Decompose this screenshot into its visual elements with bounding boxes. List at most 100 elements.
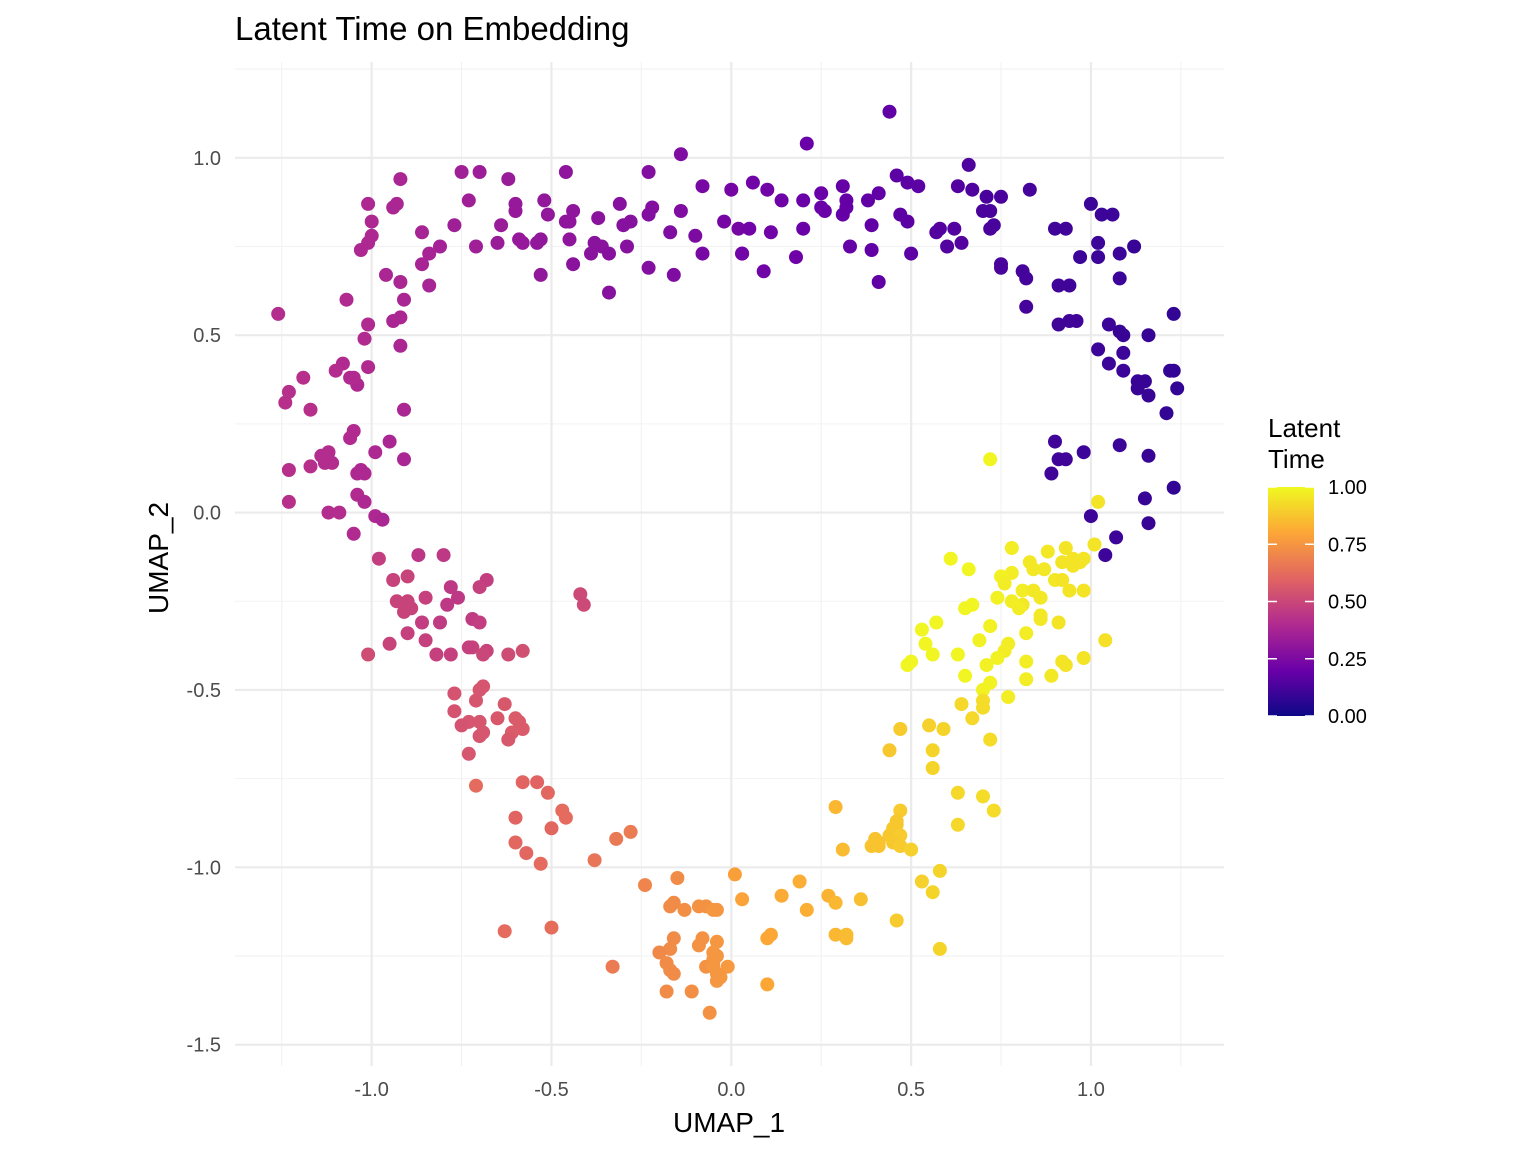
data-point — [591, 211, 606, 226]
data-point — [497, 697, 512, 712]
data-point — [433, 239, 447, 254]
data-point — [530, 235, 545, 250]
data-point — [1044, 466, 1059, 481]
data-point — [976, 682, 990, 697]
data-point — [670, 871, 685, 885]
data-point — [1026, 562, 1041, 577]
data-point — [573, 587, 588, 602]
data-point — [695, 246, 710, 261]
data-point — [1112, 246, 1127, 261]
data-point — [882, 743, 897, 758]
data-point — [469, 693, 483, 708]
data-point — [469, 778, 483, 793]
data-point — [1116, 345, 1131, 360]
data-point — [429, 647, 444, 662]
x-tick-label: -1.0 — [354, 1079, 388, 1101]
data-point — [616, 218, 631, 233]
data-point — [1015, 583, 1030, 598]
data-point — [983, 204, 998, 218]
data-point — [508, 204, 523, 218]
data-point — [508, 810, 523, 825]
data-point — [1076, 445, 1091, 460]
data-point — [965, 182, 980, 197]
data-point — [1098, 548, 1113, 563]
data-point — [281, 384, 296, 399]
data-point — [418, 633, 433, 648]
data-point — [497, 924, 512, 939]
data-point — [382, 434, 397, 449]
data-point — [663, 941, 678, 956]
data-point — [400, 569, 415, 584]
data-point — [451, 590, 465, 605]
data-point — [584, 246, 598, 261]
data-point — [918, 636, 933, 651]
data-point — [537, 193, 552, 208]
data-point — [1094, 207, 1109, 222]
data-point — [641, 260, 656, 275]
data-point — [1058, 452, 1073, 467]
data-point — [893, 722, 908, 736]
color-legend: Latent Time 0.00 0.25 0.50 0.75 1.00 — [1268, 413, 1367, 728]
y-axis-ticks: -1.5 -1.0 -0.5 0.0 0.5 1.0 — [187, 148, 221, 1057]
y-tick-label: -1.5 — [187, 1035, 221, 1057]
data-point — [620, 239, 634, 254]
data-point — [562, 232, 577, 247]
data-point — [472, 165, 487, 179]
data-point — [281, 463, 296, 477]
data-point — [1033, 590, 1048, 605]
data-point — [1001, 690, 1016, 704]
data-point — [1091, 235, 1106, 250]
data-point — [411, 548, 426, 563]
data-point — [652, 945, 667, 960]
data-point — [1058, 658, 1073, 673]
data-point — [602, 246, 616, 261]
data-point — [976, 789, 990, 804]
data-point — [461, 746, 476, 761]
legend-ticks: 0.00 0.25 0.50 0.75 1.00 — [1268, 477, 1367, 728]
data-point — [443, 580, 458, 595]
data-point — [346, 370, 361, 385]
data-point — [828, 927, 843, 942]
data-point — [990, 590, 1005, 605]
data-point — [1163, 363, 1178, 378]
data-point — [983, 221, 998, 236]
data-point — [1019, 299, 1034, 314]
data-point — [673, 204, 688, 218]
data-point — [1091, 250, 1106, 265]
data-point — [389, 594, 404, 609]
data-point — [1141, 516, 1156, 531]
data-point — [663, 225, 678, 240]
data-point — [1037, 562, 1052, 577]
data-point — [501, 172, 516, 187]
data-point — [666, 267, 681, 282]
data-point — [839, 931, 854, 946]
data-point — [1112, 271, 1127, 286]
data-point — [368, 445, 383, 460]
data-point — [958, 668, 973, 683]
data-point — [339, 292, 354, 307]
data-point — [799, 902, 814, 917]
data-point — [932, 863, 947, 878]
data-point — [817, 204, 832, 218]
data-point — [932, 941, 947, 956]
x-tick-label: -0.5 — [534, 1079, 568, 1101]
data-point — [271, 306, 286, 321]
data-point — [364, 214, 379, 229]
data-point — [422, 246, 437, 261]
data-point — [1141, 328, 1156, 343]
data-point — [702, 1005, 717, 1020]
data-point — [544, 920, 559, 935]
data-point — [443, 647, 458, 662]
y-axis-title: UMAP_2 — [143, 502, 174, 614]
data-point — [760, 977, 775, 992]
y-tick-label: -1.0 — [187, 857, 221, 879]
data-point — [1083, 509, 1098, 524]
data-point — [1091, 494, 1106, 509]
data-point — [735, 246, 750, 261]
data-point — [281, 494, 296, 509]
data-point — [609, 831, 624, 846]
data-point — [476, 725, 491, 740]
data-point — [1101, 356, 1116, 371]
data-point — [789, 250, 803, 265]
